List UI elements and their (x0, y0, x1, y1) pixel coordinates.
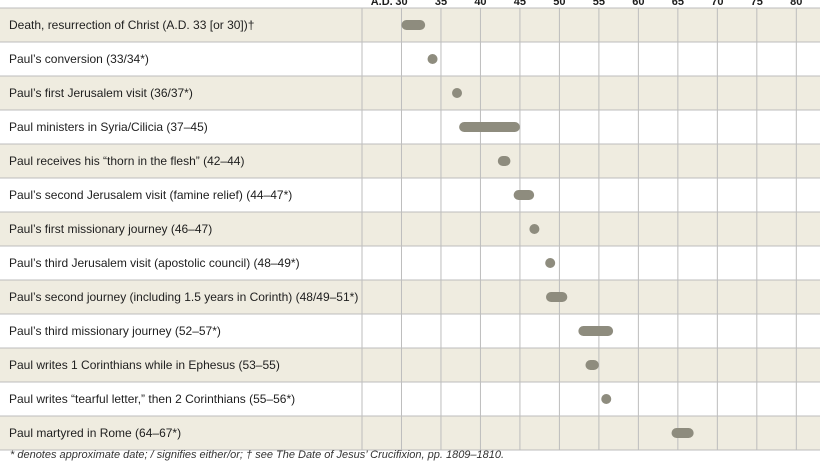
timeline-bar (578, 326, 614, 336)
x-tick-label: 55 (593, 0, 605, 8)
axis-prefix-label: A.D. (371, 0, 393, 8)
timeline-row: Paul writes “tearful letter,” then 2 Cor… (0, 382, 820, 416)
timeline-bar (545, 258, 556, 268)
timeline-row: Paul’s second Jerusalem visit (famine re… (0, 178, 820, 212)
timeline-bar (529, 224, 540, 234)
timeline-row: Paul’s second journey (including 1.5 yea… (0, 280, 820, 314)
x-tick-label: 65 (672, 0, 684, 8)
timeline-row: Paul’s first Jerusalem visit (36/37*) (0, 76, 820, 110)
row-label: Paul’s third Jerusalem visit (apostolic … (9, 256, 300, 270)
row-background (0, 110, 820, 144)
timeline-bar (459, 122, 520, 132)
chart-rows: Death, resurrection of Christ (A.D. 33 [… (0, 7, 820, 451)
timeline-bar (452, 88, 463, 98)
row-label: Paul martyred in Rome (64–67*) (9, 426, 181, 440)
grid-lines (0, 7, 820, 451)
row-label: Paul receives his “thorn in the flesh” (… (9, 154, 244, 168)
row-background (0, 144, 820, 178)
row-background (0, 314, 820, 348)
row-label: Paul writes 1 Corinthians while in Ephes… (9, 358, 280, 372)
row-background (0, 42, 820, 76)
x-tick-label: 75 (751, 0, 763, 8)
x-tick-label: 45 (514, 0, 526, 8)
row-background (0, 212, 820, 246)
row-background (0, 76, 820, 110)
x-tick-label: 40 (474, 0, 486, 8)
row-label: Paul’s first missionary journey (46–47) (9, 222, 212, 236)
timeline-row: Paul writes 1 Corinthians while in Ephes… (0, 348, 820, 382)
row-label: Death, resurrection of Christ (A.D. 33 [… (9, 18, 254, 32)
timeline-row: Death, resurrection of Christ (A.D. 33 [… (0, 8, 820, 42)
row-label: Paul’s third missionary journey (52–57*) (9, 324, 221, 338)
timeline-bar (671, 428, 694, 438)
x-tick-label: 50 (553, 0, 565, 8)
row-label: Paul ministers in Syria/Cilicia (37–45) (9, 120, 208, 134)
timeline-row: Paul’s third Jerusalem visit (apostolic … (0, 246, 820, 280)
row-background (0, 280, 820, 314)
row-background (0, 178, 820, 212)
row-label: Paul’s second Jerusalem visit (famine re… (9, 188, 292, 202)
timeline-bar (427, 54, 438, 64)
timeline-bar (585, 360, 599, 370)
footnote: * denotes approximate date; / signifies … (10, 449, 505, 461)
row-background (0, 348, 820, 382)
timeline-row: Paul martyred in Rome (64–67*) (0, 416, 820, 450)
x-tick-label: 70 (711, 0, 723, 8)
timeline-row: Paul’s conversion (33/34*) (0, 42, 820, 76)
row-label: Paul’s first Jerusalem visit (36/37*) (9, 86, 193, 100)
row-background (0, 246, 820, 280)
row-label: Paul’s second journey (including 1.5 yea… (9, 290, 358, 304)
x-tick-label: 30 (395, 0, 407, 8)
row-background (0, 382, 820, 416)
row-label: Paul’s conversion (33/34*) (9, 52, 149, 66)
axis-header: A.D. 30 35 40 45 50 55 60 65 70 75 80 (371, 0, 803, 8)
timeline-bar (401, 20, 426, 30)
timeline-row: Paul’s third missionary journey (52–57*) (0, 314, 820, 348)
x-tick-label: 60 (632, 0, 644, 8)
timeline-bar (601, 394, 612, 404)
bars (401, 20, 694, 438)
timeline-row: Paul ministers in Syria/Cilicia (37–45) (0, 110, 820, 144)
x-tick-label: 80 (790, 0, 802, 8)
timeline-bar (497, 156, 511, 166)
timeline-row: Paul’s first missionary journey (46–47) (0, 212, 820, 246)
row-label: Paul writes “tearful letter,” then 2 Cor… (9, 392, 295, 406)
timeline-bar (545, 292, 568, 302)
x-tick-label: 35 (435, 0, 447, 8)
timeline-row: Paul receives his “thorn in the flesh” (… (0, 144, 820, 178)
timeline-bar (513, 190, 535, 200)
